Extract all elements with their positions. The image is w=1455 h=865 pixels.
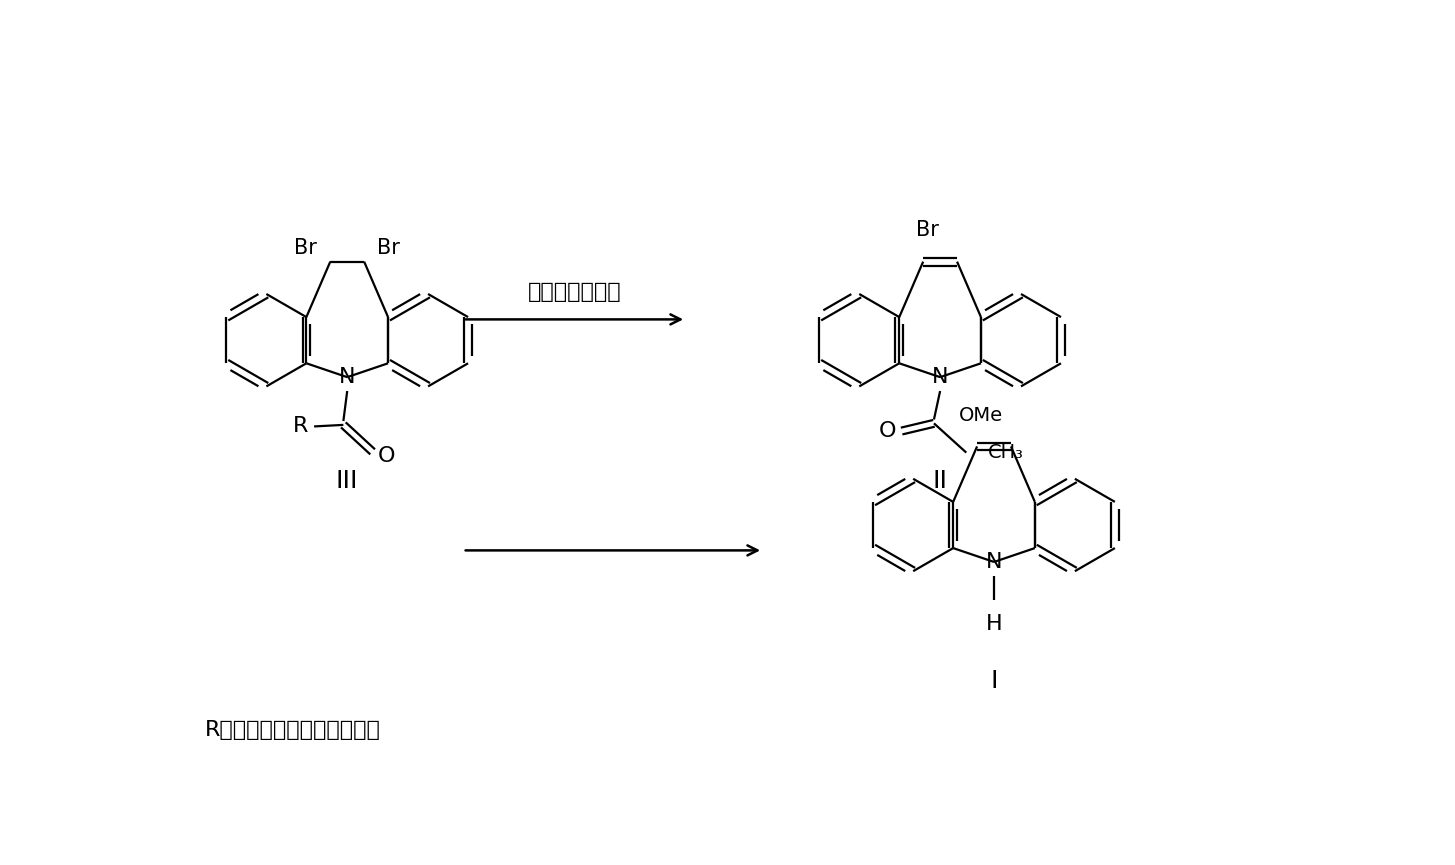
Text: III: III: [336, 469, 358, 493]
Text: Br: Br: [294, 238, 317, 258]
Text: II: II: [933, 469, 947, 493]
Text: I: I: [991, 670, 998, 694]
Text: R: R: [292, 416, 308, 437]
Text: O: O: [378, 445, 396, 465]
Text: Br: Br: [915, 220, 938, 240]
Text: CH₃: CH₃: [988, 443, 1024, 462]
Text: R代表低级烷基，低级烷氧基: R代表低级烷基，低级烷氧基: [205, 720, 381, 740]
Text: N: N: [931, 367, 949, 388]
Text: 碱金属氢氧化物: 碱金属氢氧化物: [528, 283, 621, 303]
Text: H: H: [985, 613, 1002, 633]
Text: Br: Br: [377, 238, 400, 258]
Text: N: N: [986, 552, 1002, 572]
Text: OMe: OMe: [959, 406, 1002, 425]
Text: O: O: [879, 421, 896, 441]
Text: N: N: [339, 367, 355, 388]
